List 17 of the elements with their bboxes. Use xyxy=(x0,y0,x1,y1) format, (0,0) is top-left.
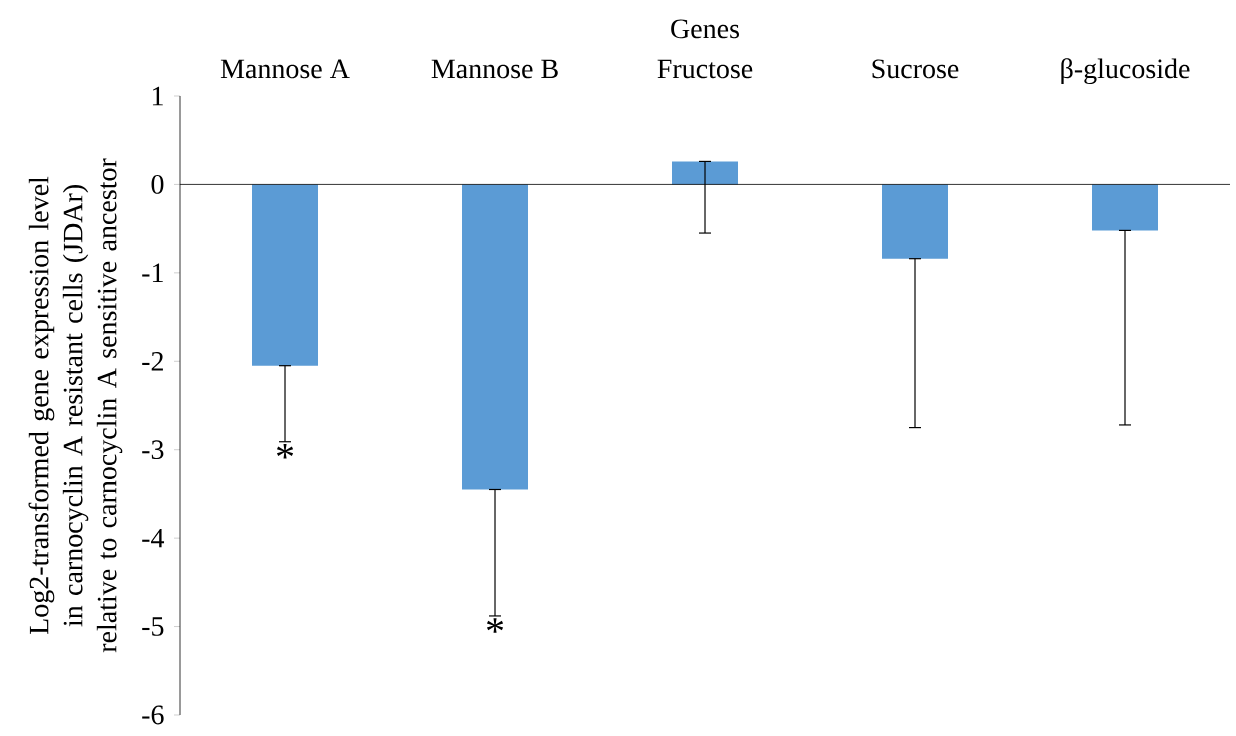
x-tick-label: Mannose A xyxy=(220,59,350,79)
x-tick-label: Sucrose xyxy=(872,59,959,79)
y-tick-label: -6 xyxy=(142,705,164,725)
y-tick-label: -3 xyxy=(142,440,164,460)
y-tick-label: -2 xyxy=(142,352,163,371)
y-tick-label: -1 xyxy=(142,263,163,283)
x-axis-title: Genes xyxy=(671,19,739,39)
y-axis-title: Log2-transformed gene expression level in carnocyclin A resistant cells (JDAr) relative to carnocyclin A sensitive ancestor xyxy=(28,158,123,653)
y-tick-label: 0 xyxy=(151,174,164,194)
x-tick-label: Mannose B xyxy=(431,59,558,79)
x-tick-label: β-glucoside xyxy=(1061,58,1190,85)
annotation: * xyxy=(486,618,504,633)
y-tick-label: -4 xyxy=(142,528,165,548)
x-tick-label: Fructose xyxy=(657,59,753,79)
annotation: * xyxy=(276,443,294,459)
y-tick-label: 1 xyxy=(152,86,163,106)
y-tick-label: -5 xyxy=(142,617,164,636)
